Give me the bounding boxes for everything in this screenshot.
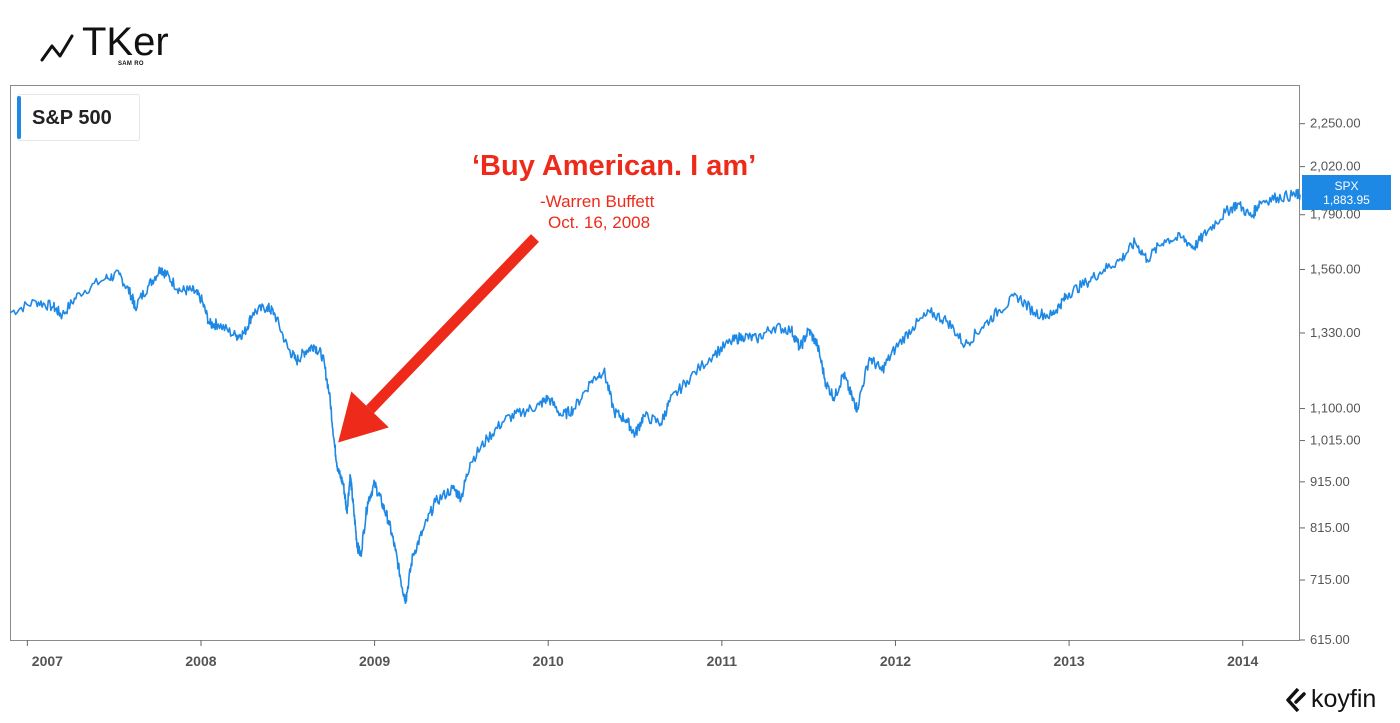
trend-line-icon [40,34,74,62]
annotation-date: Oct. 16, 2008 [548,213,651,232]
x-tick-label: 2011 [707,653,738,669]
y-tick-label: 615.00 [1310,632,1350,647]
chart-frame [10,85,1300,641]
y-tick-label: 1,790.00 [1310,207,1361,222]
koyfin-logo-icon [1286,687,1306,713]
tker-logo [40,20,190,70]
y-tick-label: 1,100.00 [1310,401,1361,416]
koyfin-watermark: koyfin [1311,685,1377,713]
last-price-tag: SPX 1,883.95 [1302,175,1391,210]
y-tick-label: 1,015.00 [1310,433,1361,448]
logo-subtitle: SAM RO [118,61,144,67]
x-axis: 2007 2008 2009 2010 2011 2012 2013 2014 [26,640,1258,669]
x-tick-label: 2014 [1227,653,1258,669]
annotation-quote: ‘Buy American. I am’ [472,150,757,182]
legend-swatch [17,96,21,139]
y-tick-label: 715.00 [1310,572,1350,587]
y-axis: 2,250.00 2,020.00 1,790.00 1,560.00 1,330.00… [1300,116,1361,647]
annotation-layer [338,234,539,443]
x-tick-label: 2008 [185,653,216,669]
y-tick-label: 1,330.00 [1310,325,1361,340]
annotation-author: -Warren Buffett [540,192,655,211]
y-tick-label: 2,020.00 [1310,159,1361,174]
annotation-arrow-shaft [366,234,539,414]
x-tick-label: 2012 [880,653,911,669]
y-tick-label: 815.00 [1310,520,1350,535]
y-tick-label: 1,560.00 [1310,261,1361,276]
y-tick-label: 2,250.00 [1310,116,1361,131]
y-tick-label: 915.00 [1310,474,1350,489]
x-tick-label: 2007 [32,653,63,669]
legend-label: S&P 500 [32,107,112,129]
price-tag-value: 1,883.95 [1323,193,1370,207]
annotation-arrow-head [338,391,389,443]
series-layer [9,188,1301,604]
x-tick-label: 2013 [1054,653,1085,669]
logo-title: TKer [82,20,169,64]
sp500-series-line [9,188,1301,604]
legend: S&P 500 [17,94,140,141]
x-tick-label: 2010 [533,653,564,669]
price-tag-ticker: SPX [1334,179,1359,193]
x-tick-label: 2009 [359,653,390,669]
